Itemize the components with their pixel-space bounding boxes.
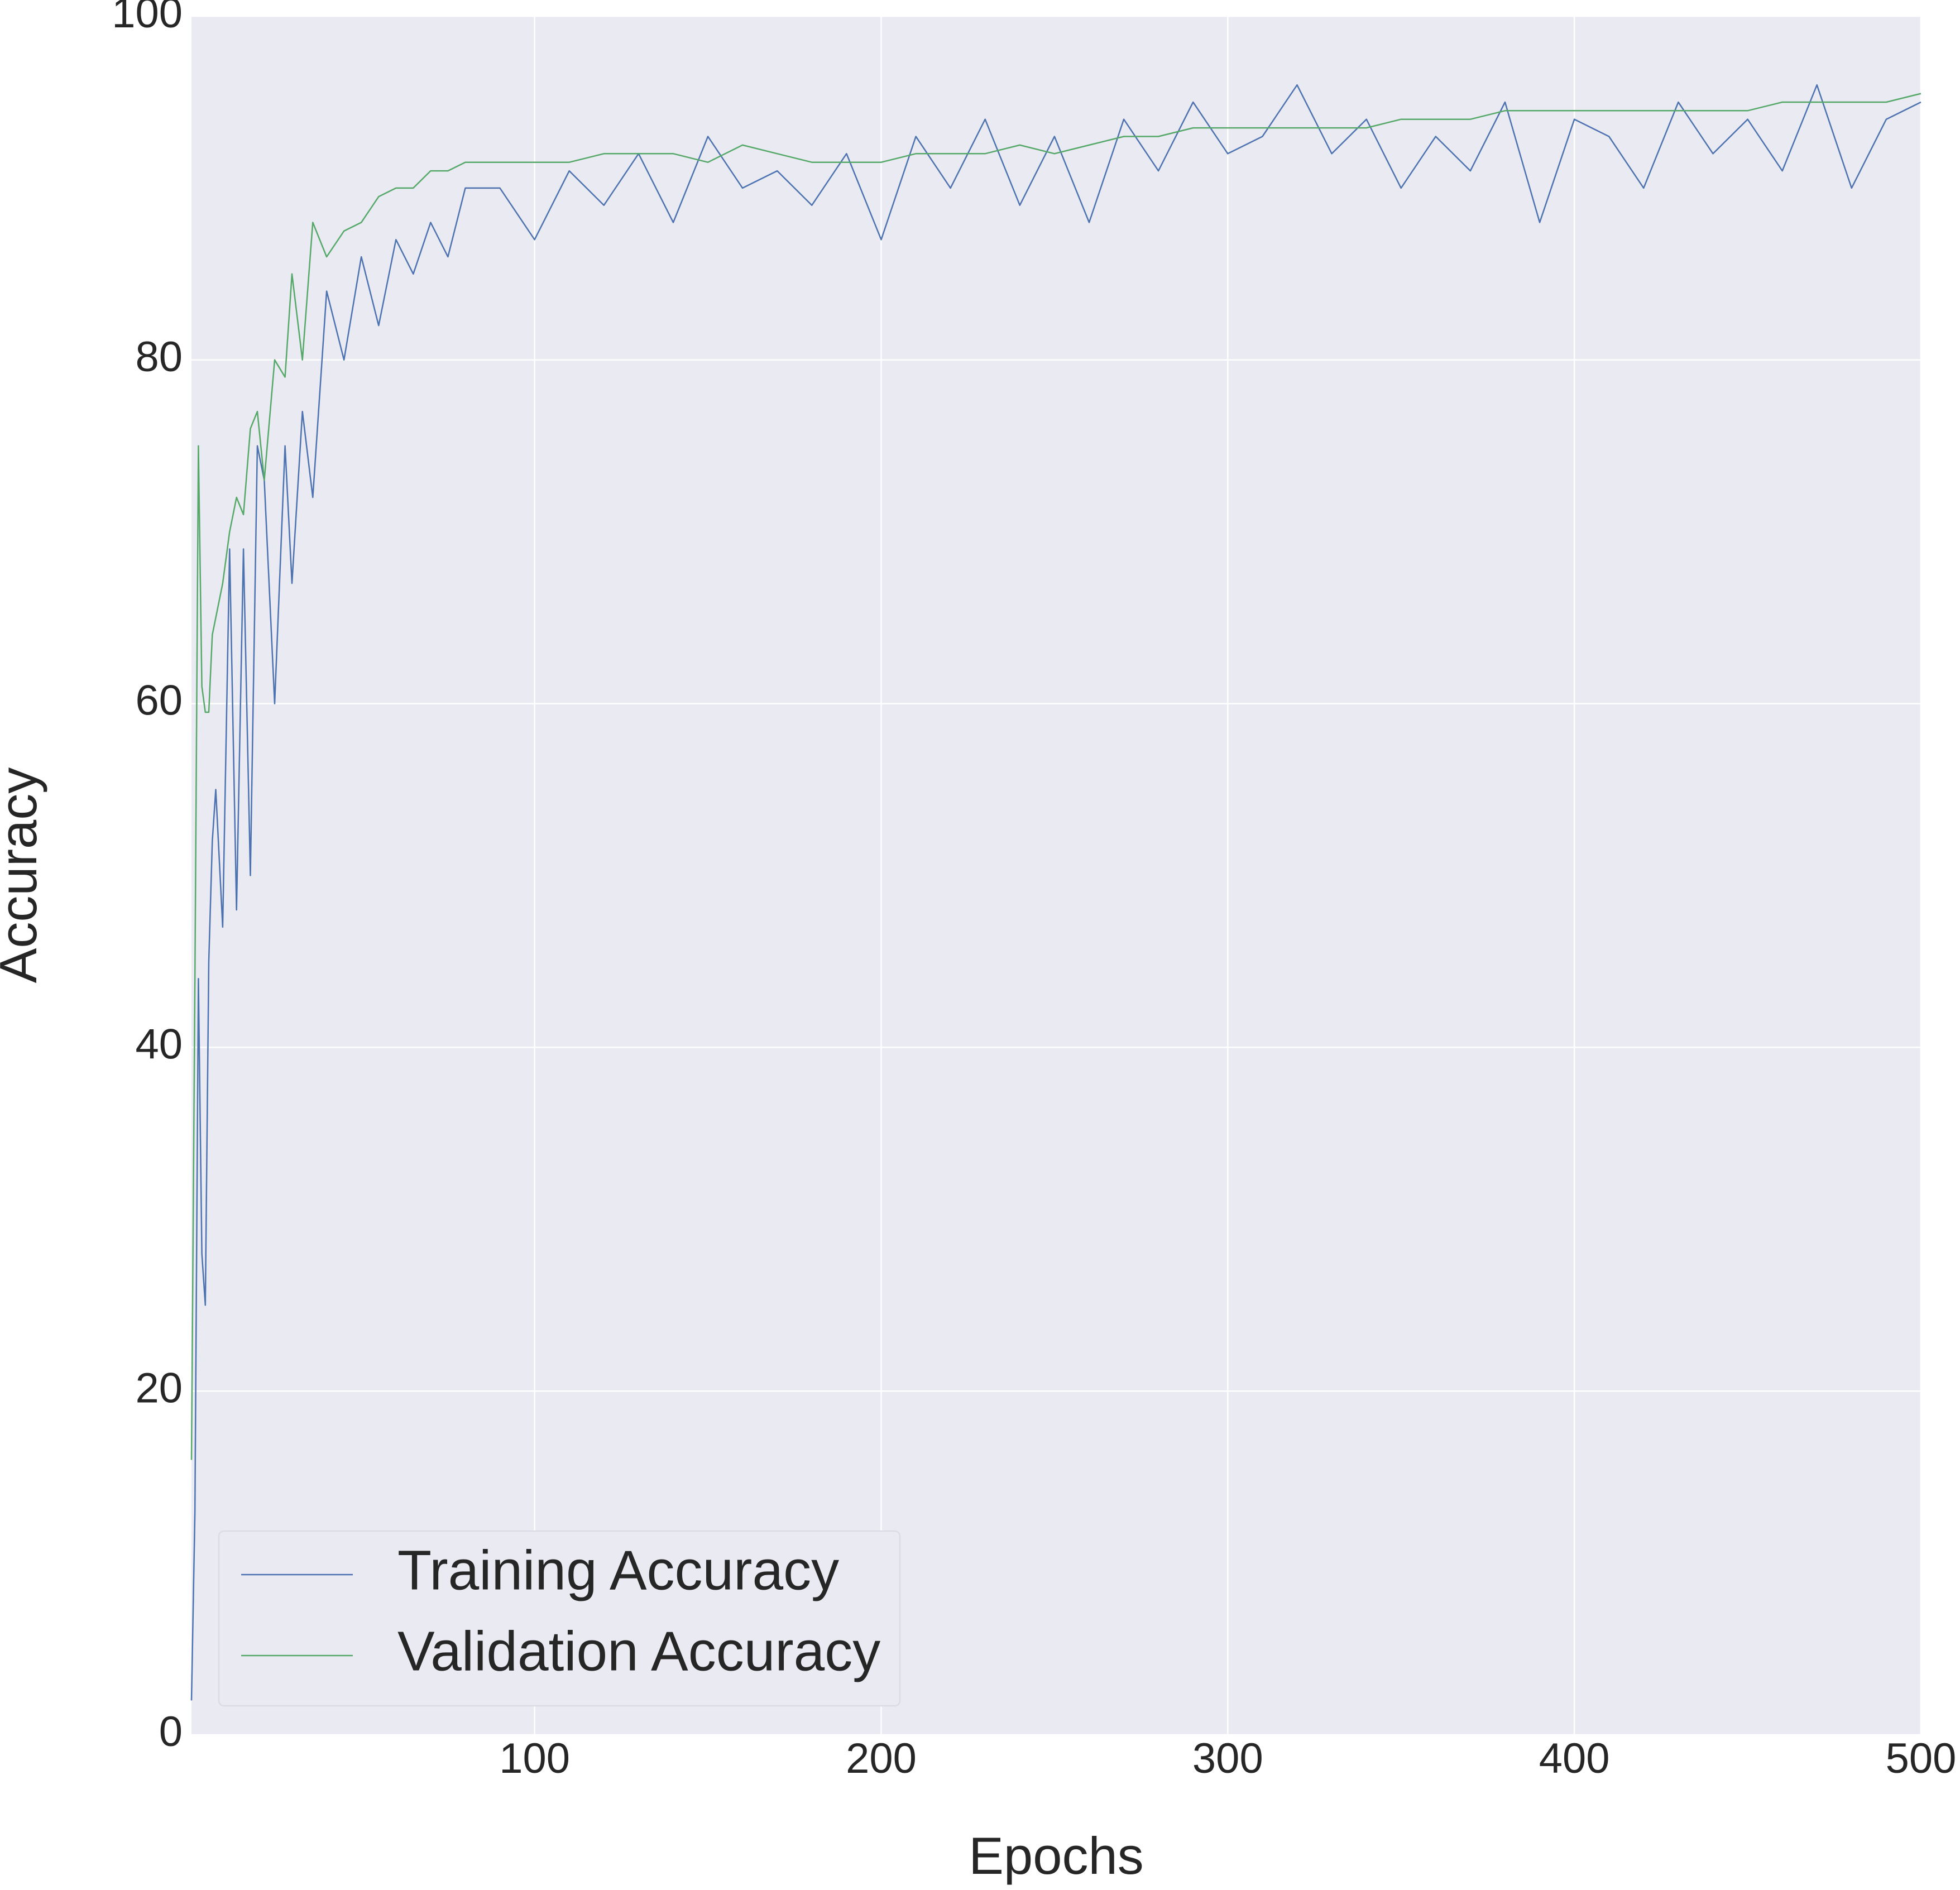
y-axis-label: Accuracy	[0, 767, 47, 984]
x-tick-label: 500	[1886, 1735, 1957, 1782]
x-tick-label: 100	[499, 1735, 570, 1782]
y-tick-label: 100	[112, 0, 183, 37]
y-tick-label: 40	[135, 1020, 183, 1068]
y-tick-label: 60	[135, 677, 183, 725]
legend-label: Training Accuracy	[397, 1539, 839, 1601]
x-axis-label: Epochs	[969, 1826, 1144, 1885]
legend-box	[218, 1530, 901, 1707]
y-tick-label: 80	[135, 333, 183, 381]
series-line	[190, 93, 1921, 1460]
y-tick-label: 20	[135, 1364, 183, 1412]
x-tick-label: 300	[1192, 1735, 1263, 1782]
lines	[190, 84, 1921, 1701]
y-tick-label: 0	[159, 1708, 183, 1755]
series-line	[190, 84, 1921, 1701]
grid	[191, 15, 1922, 1736]
x-tick-label: 200	[846, 1735, 917, 1782]
legend-label: Validation Accuracy	[397, 1620, 880, 1682]
plot-area	[191, 16, 1921, 1735]
x-tick-label: 400	[1539, 1735, 1610, 1782]
